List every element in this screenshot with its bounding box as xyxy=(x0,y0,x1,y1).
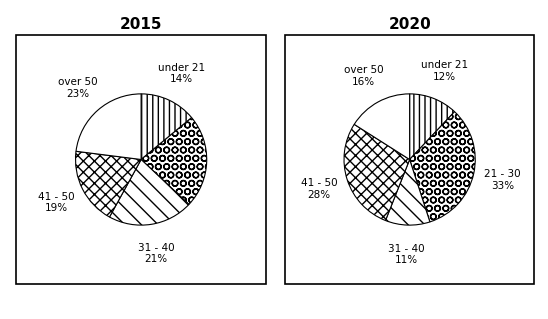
Wedge shape xyxy=(385,160,430,225)
Text: over 50
16%: over 50 16% xyxy=(344,65,384,87)
Title: 2020: 2020 xyxy=(388,17,431,32)
Wedge shape xyxy=(141,94,192,160)
Text: under 21
12%: under 21 12% xyxy=(421,60,468,82)
Wedge shape xyxy=(410,112,475,222)
Wedge shape xyxy=(76,94,141,160)
Wedge shape xyxy=(344,124,410,220)
Text: over 50
23%: over 50 23% xyxy=(59,77,98,99)
Title: 2015: 2015 xyxy=(120,17,162,32)
Text: 41 - 50
19%: 41 - 50 19% xyxy=(38,192,75,213)
Text: 41 - 50
28%: 41 - 50 28% xyxy=(301,178,338,200)
Wedge shape xyxy=(409,94,454,160)
Wedge shape xyxy=(354,94,410,160)
Text: under 21
14%: under 21 14% xyxy=(158,63,205,84)
Wedge shape xyxy=(141,118,207,204)
Wedge shape xyxy=(110,160,189,225)
Text: 31 - 40
11%: 31 - 40 11% xyxy=(389,244,425,265)
Text: 31 - 40
21%: 31 - 40 21% xyxy=(138,243,174,264)
Wedge shape xyxy=(76,151,141,217)
Text: 21 - 30
33%: 21 - 30 33% xyxy=(484,169,521,191)
